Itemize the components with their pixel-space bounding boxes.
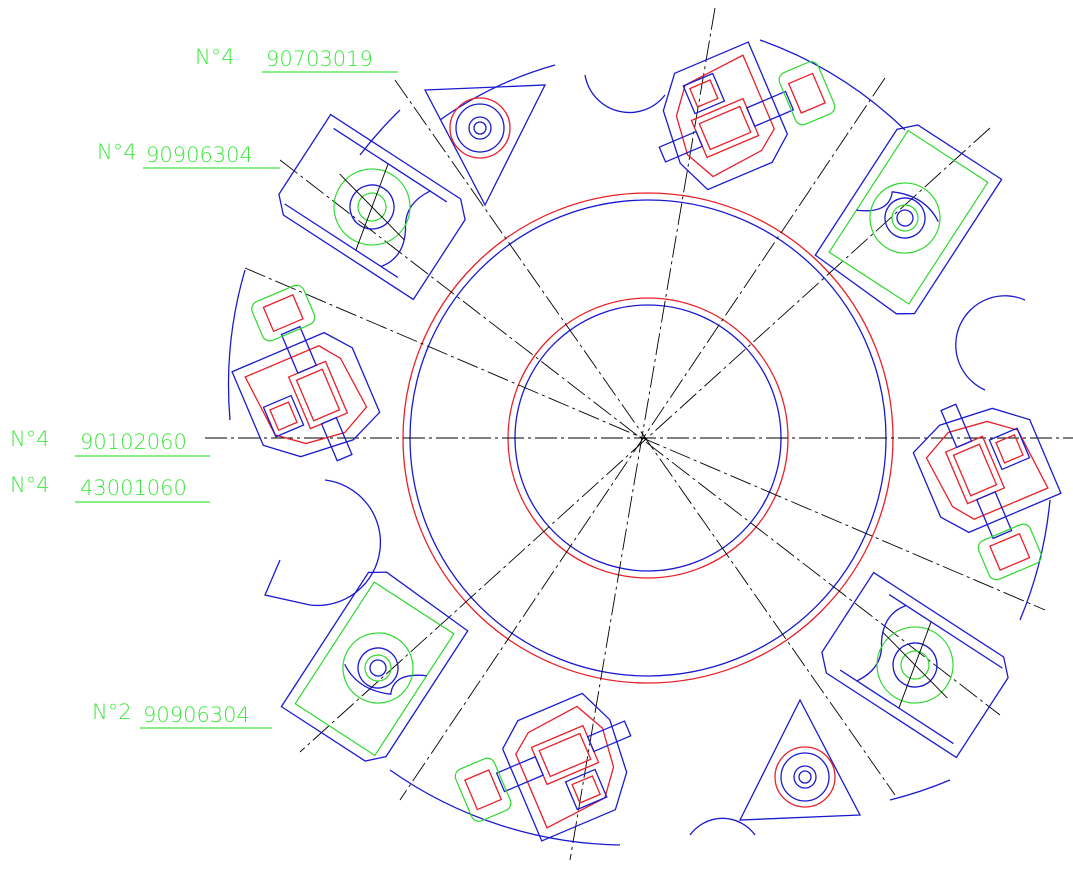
- cartridge: [902, 380, 1073, 591]
- label-qty: N°4: [195, 45, 235, 69]
- label-code: 90703019: [266, 47, 373, 71]
- body-outline: [229, 40, 1050, 845]
- cartridge: [444, 682, 655, 862]
- label-qty: N°4: [10, 473, 50, 497]
- clamp-insert: [271, 115, 473, 300]
- clamp-insert: [813, 117, 1002, 322]
- label-code: 43001060: [80, 476, 187, 500]
- label-code: 90102060: [80, 430, 187, 454]
- cartridge: [635, 21, 846, 201]
- label-code: 90906304: [143, 703, 250, 727]
- label-qty: N°2: [92, 700, 132, 724]
- triangle-insert: [740, 700, 860, 820]
- label-qty: N°4: [97, 140, 137, 164]
- clamp-insert: [281, 564, 470, 769]
- label-code: 90906304: [146, 143, 253, 167]
- cartridge: [211, 274, 391, 485]
- labels: N°4 90703019 N°4 90906304 N°4 90102060 N…: [10, 45, 398, 728]
- clamp-insert: [814, 573, 1016, 758]
- label-qty: N°4: [10, 427, 50, 451]
- centerlines: [205, 8, 1073, 860]
- drawing: N°4 90703019 N°4 90906304 N°4 90102060 N…: [0, 0, 1073, 869]
